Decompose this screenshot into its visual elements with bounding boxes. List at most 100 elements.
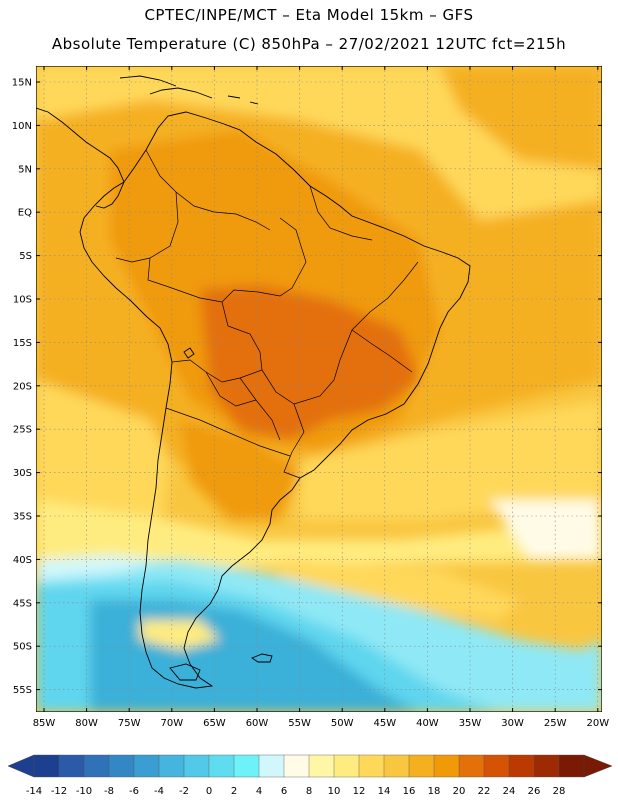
colorbar-swatch bbox=[558, 754, 585, 778]
lat-label: 20S bbox=[13, 381, 32, 392]
lat-label: 5S bbox=[19, 251, 32, 262]
field-region-6 bbox=[36, 380, 170, 540]
coastlines bbox=[36, 75, 471, 689]
colorbar-swatch bbox=[458, 754, 485, 778]
colorbar-label: 24 bbox=[503, 786, 516, 797]
field-region-8 bbox=[36, 500, 602, 570]
cuba-outline bbox=[119, 75, 177, 87]
lat-label: 35S bbox=[13, 512, 32, 523]
colorbar-label: -6 bbox=[129, 786, 139, 797]
colorbar-swatch bbox=[58, 754, 85, 778]
lon-label: 65W bbox=[203, 718, 226, 729]
lon-label: 35W bbox=[459, 718, 482, 729]
longitude-labels: 85W 80W 75W 70W 65W 60W 55W 50W 45W 40W 35W 30W 25W 2… bbox=[33, 718, 610, 729]
colorbar-swatch bbox=[233, 754, 260, 778]
lat-label: 10S bbox=[13, 295, 32, 306]
latitude-labels: 15N 10N 5N EQ 5S 10S 15S 20S 25S 30S 35S 40S 45S 50S 5… bbox=[12, 78, 32, 697]
colorbar-swatch bbox=[408, 754, 435, 778]
colorbar-label: -12 bbox=[51, 786, 67, 797]
colorbar-label: -2 bbox=[179, 786, 189, 797]
colorbar-swatch bbox=[383, 754, 410, 778]
colorbar-label: -8 bbox=[104, 786, 114, 797]
colorbar-swatch bbox=[183, 754, 210, 778]
colorbar-label: 8 bbox=[306, 786, 312, 797]
colorbar-label: 14 bbox=[378, 786, 391, 797]
colorbar-label: 12 bbox=[353, 786, 366, 797]
colorbar-max-arrow bbox=[583, 754, 613, 778]
colorbar-label: 16 bbox=[403, 786, 416, 797]
lat-label: 50S bbox=[13, 642, 32, 653]
lat-label: 15N bbox=[12, 78, 32, 89]
lon-label: 75W bbox=[118, 718, 141, 729]
field-region-15 bbox=[140, 620, 220, 650]
field-region-4 bbox=[200, 285, 420, 440]
map-title-line1: CPTEC/INPE/MCT – Eta Model 15km – GFS bbox=[144, 6, 474, 24]
axis-ticks bbox=[36, 66, 602, 712]
colorbar-swatch bbox=[133, 754, 160, 778]
colorbar-label: 28 bbox=[553, 786, 566, 797]
lon-label: 85W bbox=[33, 718, 56, 729]
lat-label: 5N bbox=[18, 164, 32, 175]
caribbean-islands bbox=[149, 87, 259, 105]
field-region-7 bbox=[300, 400, 602, 520]
lat-label: 55S bbox=[13, 685, 32, 696]
lat-label: 30S bbox=[13, 468, 32, 479]
colorbar-label: 10 bbox=[328, 786, 341, 797]
colorbar-label: -10 bbox=[76, 786, 92, 797]
field-region-10 bbox=[490, 500, 602, 560]
colorbar-swatch bbox=[358, 754, 385, 778]
colorbar-swatch bbox=[83, 754, 110, 778]
lon-label: 30W bbox=[501, 718, 524, 729]
colorbar-swatch bbox=[533, 754, 560, 778]
lat-label: 25S bbox=[13, 425, 32, 436]
colorbar-label: 22 bbox=[478, 786, 491, 797]
colorbar-label: -14 bbox=[26, 786, 42, 797]
lon-label: 80W bbox=[75, 718, 98, 729]
lon-label: 40W bbox=[416, 718, 439, 729]
colorbar-swatch bbox=[283, 754, 310, 778]
colorbar-labels: -14 -12 -10 -8 -6 -4 -2 0 2 4 6 8 10 12 14 16 18 20 22 24 26… bbox=[26, 786, 566, 797]
colorbar-min-arrow bbox=[7, 754, 35, 778]
lat-label: 40S bbox=[13, 555, 32, 566]
colorbar-label: 4 bbox=[256, 786, 262, 797]
lon-label: 70W bbox=[160, 718, 183, 729]
colorbar-swatch bbox=[208, 754, 235, 778]
lat-label: EQ bbox=[18, 208, 32, 219]
lat-label: 45S bbox=[13, 598, 32, 609]
colorbar-swatch bbox=[483, 754, 510, 778]
colorbar-label: 26 bbox=[528, 786, 541, 797]
tierra-del-fuego bbox=[169, 663, 201, 681]
lon-label: 45W bbox=[373, 718, 396, 729]
colorbar-swatch bbox=[108, 754, 135, 778]
lon-label: 50W bbox=[331, 718, 354, 729]
colorbar-swatch bbox=[508, 754, 535, 778]
colorbar-label: 20 bbox=[453, 786, 466, 797]
colorbar-swatch bbox=[33, 754, 60, 778]
field-region-2 bbox=[440, 66, 602, 170]
falkland-islands bbox=[251, 653, 273, 663]
field-region-5 bbox=[180, 420, 300, 520]
colorbar bbox=[7, 754, 613, 778]
colorbar-swatch bbox=[433, 754, 460, 778]
central-america-coast bbox=[36, 107, 125, 209]
lat-label: 10N bbox=[12, 121, 32, 132]
colorbar-swatch bbox=[258, 754, 285, 778]
colorbar-label: 2 bbox=[231, 786, 237, 797]
field-shading bbox=[36, 66, 602, 712]
colorbar-label: 0 bbox=[206, 786, 212, 797]
colorbar-label: -4 bbox=[154, 786, 164, 797]
lon-label: 60W bbox=[246, 718, 269, 729]
lat-label: 15S bbox=[13, 338, 32, 349]
temperature-field bbox=[36, 66, 602, 712]
colorbar-label: 6 bbox=[281, 786, 287, 797]
field-region-9 bbox=[280, 560, 520, 620]
colorbar-swatch bbox=[308, 754, 335, 778]
lon-label: 25W bbox=[544, 718, 567, 729]
colorbar-label: 18 bbox=[428, 786, 441, 797]
lon-label: 20W bbox=[586, 718, 609, 729]
lake-titicaca bbox=[183, 347, 195, 359]
map-title-line2: Absolute Temperature (C) 850hPa – 27/02/… bbox=[51, 35, 567, 53]
lon-label: 55W bbox=[288, 718, 311, 729]
colorbar-swatch bbox=[333, 754, 360, 778]
